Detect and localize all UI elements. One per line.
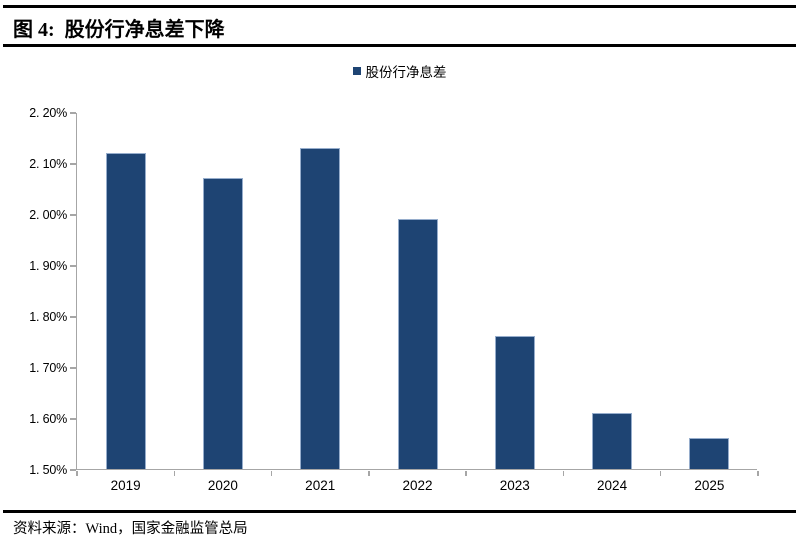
x-tick-mark [76,470,78,476]
y-tick-label: 1. 80% [29,310,67,324]
x-tick-mark [562,470,565,476]
y-tick-mark [70,367,76,369]
legend-series-label: 股份行净息差 [365,65,447,80]
header-bottom-rule [3,44,796,47]
y-tick-mark [70,418,76,420]
bar-2019 [105,152,146,469]
figure-title-row: 图 4: 股份行净息差下降 [13,13,225,42]
bar-2025 [689,438,730,469]
bar-2021 [300,147,341,469]
x-tick-mark [270,470,273,476]
chart-legend: 股份行净息差 [0,61,799,81]
x-axis-label: 2021 [305,478,336,493]
x-tick-mark [368,470,370,476]
source-text: Wind，国家金融监管总局 [85,521,248,537]
bar-2023 [494,336,535,469]
y-tick-mark [70,214,76,216]
figure-number-label: 图 4: [13,19,55,41]
x-tick-mark [173,470,175,476]
bar-2020 [202,178,243,469]
header-top-rule [3,5,796,8]
figure-title: 股份行净息差下降 [64,19,225,41]
y-tick-mark [70,265,76,267]
y-tick-label: 1. 60% [29,412,67,426]
y-tick-mark [70,469,76,471]
x-axis-label: 2020 [207,478,238,493]
y-tick-mark [70,316,76,318]
y-tick-mark [70,112,76,114]
legend-color-swatch [352,67,361,75]
source-label: 资料来源： [13,521,86,537]
x-tick-mark [465,470,467,476]
x-axis-label: 2025 [694,478,725,493]
bar-2022 [397,219,438,469]
x-axis-label: 2023 [499,478,530,493]
y-tick-label: 1. 70% [29,361,67,375]
y-tick-label: 1. 90% [29,259,67,273]
y-tick-label: 1. 50% [29,463,67,477]
x-tick-mark [660,470,662,476]
y-tick-label: 2. 00% [29,208,67,222]
y-tick-label: 2. 10% [29,157,67,171]
footer-rule [3,510,796,513]
y-tick-mark [70,163,76,165]
x-axis-label: 2024 [597,478,628,493]
source-line: 资料来源：Wind，国家金融监管总局 [13,517,248,538]
x-axis-label: 2019 [110,478,141,493]
x-tick-mark [757,470,759,476]
plot-area: 1. 50% 1. 60% 1. 70% 1. 80% 1. 90% 2. 00% 2. 1… [29,106,759,493]
x-axis-label: 2022 [402,478,433,493]
y-tick-label: 2. 20% [29,106,67,120]
bar-2024 [592,412,633,469]
